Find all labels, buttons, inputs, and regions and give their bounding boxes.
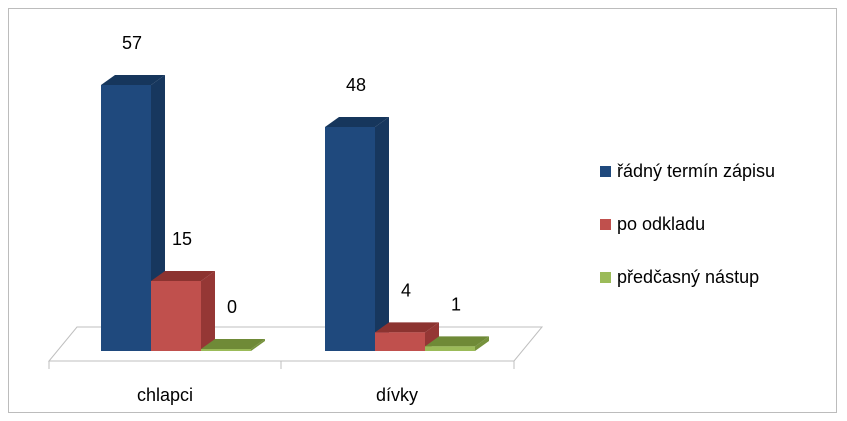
bar-dívky-0: [325, 117, 389, 351]
legend-swatch: [600, 272, 611, 283]
bar-front: [325, 127, 375, 351]
bar-top: [101, 75, 165, 85]
x-axis: chlapci dívky: [48, 360, 515, 405]
bar-chlapci-1: [151, 271, 215, 351]
bar-front: [375, 332, 425, 351]
bar-chlapci-2: [201, 339, 265, 351]
data-label: 1: [451, 294, 461, 314]
legend-label: řádný termín zápisu: [617, 161, 775, 181]
bar-top: [425, 336, 489, 347]
chart-frame: 57 15 0 48 4 1 chlapci dívky řádný termín zápi…: [8, 8, 837, 413]
bar-front: [101, 85, 151, 351]
legend-item: po odkladu: [600, 214, 705, 234]
bar-side: [251, 339, 265, 351]
legend-label: předčasný nástup: [617, 267, 759, 287]
legend: řádný termín zápisu po odkladu předčasný n…: [600, 161, 775, 287]
legend-item: předčasný nástup: [600, 267, 759, 287]
bar-side: [475, 336, 489, 351]
data-label: 4: [401, 280, 411, 300]
bar-side: [375, 117, 389, 351]
data-label: 15: [172, 229, 192, 249]
legend-swatch: [600, 166, 611, 177]
bar-front: [425, 346, 475, 351]
plot-area: [101, 75, 489, 351]
x-tick-label: dívky: [376, 385, 418, 405]
legend-item: řádný termín zápisu: [600, 161, 775, 181]
chart-canvas: 57 15 0 48 4 1 chlapci dívky řádný termín zápi…: [47, 33, 775, 405]
data-label: 0: [227, 297, 237, 317]
legend-swatch: [600, 219, 611, 230]
bar-front: [151, 281, 201, 351]
bar-side: [201, 271, 215, 351]
bar-top: [375, 322, 439, 333]
data-label: 48: [346, 75, 366, 95]
x-tick-label: chlapci: [137, 385, 193, 405]
data-labels: 57 15 0 48 4 1: [122, 33, 461, 317]
bar-dívky-2: [425, 336, 489, 351]
bar-top: [151, 271, 215, 281]
bar-top: [201, 339, 265, 349]
bar-top: [325, 117, 389, 127]
bar-front: [201, 349, 251, 351]
data-label: 57: [122, 33, 142, 53]
legend-label: po odkladu: [617, 214, 705, 234]
